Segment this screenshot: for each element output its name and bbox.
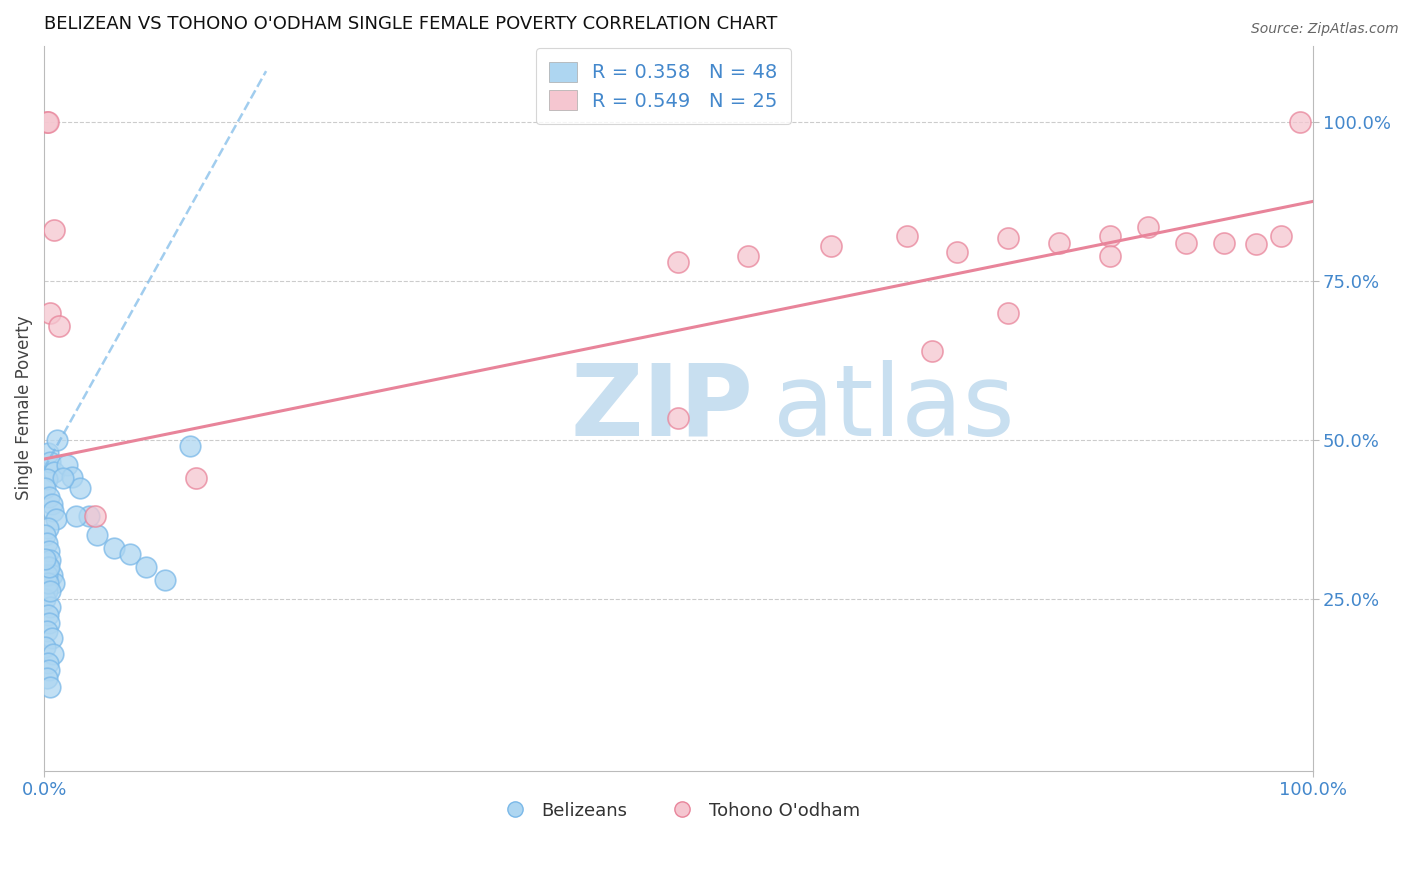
Point — [39, 455, 62, 469]
Point — [35, 472, 58, 486]
Point — [38, 615, 60, 630]
Point — [1244, 237, 1267, 252]
Point — [820, 239, 842, 253]
Point — [34, 528, 56, 542]
Point — [44, 223, 66, 237]
Point — [45, 433, 67, 447]
Text: ZIP: ZIP — [571, 359, 754, 457]
Point — [41, 497, 63, 511]
Point — [39, 552, 62, 566]
Point — [34, 591, 56, 606]
Point — [37, 521, 59, 535]
Text: Source: ZipAtlas.com: Source: ZipAtlas.com — [1251, 22, 1399, 37]
Point — [86, 528, 108, 542]
Point — [1289, 115, 1312, 129]
Point — [120, 548, 142, 562]
Point — [35, 583, 58, 598]
Point — [37, 576, 59, 591]
Point — [44, 465, 66, 479]
Point — [921, 343, 943, 358]
Point — [65, 509, 87, 524]
Point — [35, 672, 58, 686]
Point — [35, 536, 58, 550]
Point — [666, 255, 689, 269]
Point — [35, 115, 58, 129]
Legend: Belizeans, Tohono O'odham: Belizeans, Tohono O'odham — [489, 795, 868, 827]
Point — [48, 318, 70, 333]
Point — [37, 115, 59, 129]
Point — [34, 481, 56, 495]
Point — [37, 560, 59, 574]
Point — [997, 231, 1019, 245]
Text: atlas: atlas — [773, 359, 1015, 457]
Point — [1270, 229, 1292, 244]
Point — [60, 470, 83, 484]
Point — [39, 599, 62, 614]
Point — [1136, 219, 1159, 234]
Point — [39, 680, 62, 694]
Point — [135, 560, 157, 574]
Point — [39, 583, 62, 598]
Point — [1174, 235, 1197, 250]
Point — [38, 490, 60, 504]
Text: BELIZEAN VS TOHONO O'ODHAM SINGLE FEMALE POVERTY CORRELATION CHART: BELIZEAN VS TOHONO O'ODHAM SINGLE FEMALE… — [44, 15, 778, 33]
Point — [179, 439, 201, 453]
Point — [83, 509, 105, 524]
Point — [69, 481, 91, 495]
Point — [34, 640, 56, 654]
Point — [42, 648, 65, 662]
Point — [38, 544, 60, 558]
Point — [52, 471, 75, 485]
Point — [38, 560, 60, 574]
Point — [42, 504, 65, 518]
Point — [44, 512, 66, 526]
Point — [103, 541, 125, 555]
Point — [997, 306, 1019, 320]
Point — [666, 410, 689, 425]
Point — [38, 663, 60, 677]
Point — [737, 248, 759, 262]
Y-axis label: Single Female Poverty: Single Female Poverty — [15, 316, 32, 500]
Point — [153, 573, 176, 587]
Point — [37, 607, 59, 622]
Point — [41, 567, 63, 582]
Point — [896, 229, 918, 244]
Point — [56, 458, 79, 473]
Point — [946, 245, 969, 260]
Point — [1212, 235, 1234, 250]
Point — [1098, 229, 1121, 244]
Point — [186, 471, 208, 485]
Point — [35, 624, 58, 638]
Point — [41, 632, 63, 646]
Point — [44, 576, 66, 591]
Point — [1047, 235, 1070, 250]
Point — [34, 552, 56, 566]
Point — [37, 446, 59, 460]
Point — [35, 567, 58, 582]
Point — [37, 656, 59, 670]
Point — [1098, 248, 1121, 262]
Point — [39, 306, 62, 320]
Point — [77, 509, 100, 524]
